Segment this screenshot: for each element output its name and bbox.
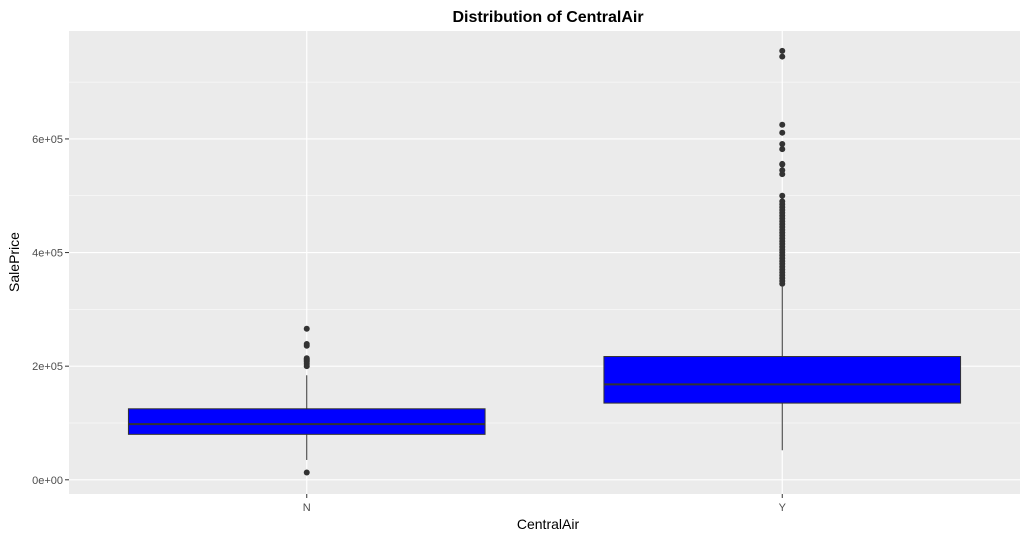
outlier-point — [779, 160, 786, 167]
outlier-point — [779, 141, 786, 148]
box-iqr — [603, 356, 962, 404]
box-N — [127, 325, 486, 476]
outlier-point — [779, 47, 786, 54]
boxplots — [127, 47, 962, 476]
y-tick-label: 4e+05 — [32, 248, 63, 260]
outlier-point — [779, 167, 786, 174]
x-tick-label: Y — [779, 502, 787, 514]
outlier-point — [779, 198, 786, 205]
outlier-point — [779, 192, 786, 199]
outlier-point — [779, 129, 786, 136]
chart-title: Distribution of CentralAir — [452, 9, 643, 26]
x-axis-title: CentralAir — [517, 516, 580, 532]
box-Y — [603, 47, 962, 451]
y-axis-title: SalePrice — [6, 232, 22, 292]
x-tick-label: N — [303, 502, 311, 514]
outlier-point — [779, 146, 786, 153]
outlier-point — [303, 341, 310, 348]
y-tick-label: 2e+05 — [32, 361, 63, 373]
y-axis: 0e+00 2e+05 4e+05 6e+05 — [32, 134, 69, 487]
outlier-point — [779, 53, 786, 60]
y-tick-label: 0e+00 — [32, 475, 63, 487]
outlier-point — [779, 121, 786, 128]
y-tick-label: 6e+05 — [32, 134, 63, 146]
box-iqr — [127, 408, 486, 435]
outlier-point — [303, 355, 310, 362]
outlier-point — [303, 325, 310, 332]
outlier-point — [303, 469, 310, 476]
